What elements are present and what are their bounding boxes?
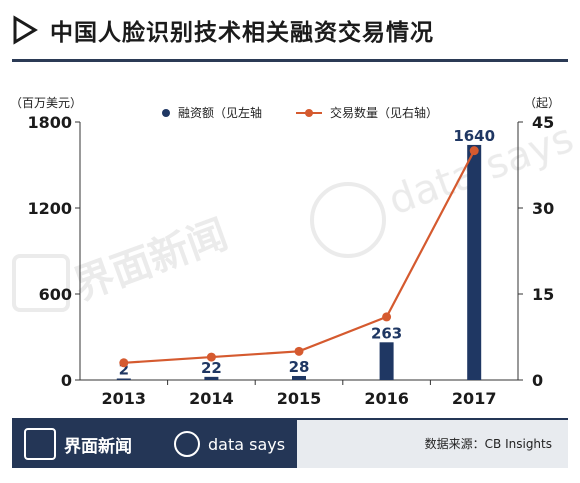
bar-value-label: 263 bbox=[371, 324, 402, 342]
watermark-text-1: 界面新闻 bbox=[68, 211, 234, 309]
x-tick-label: 2016 bbox=[364, 389, 409, 408]
legend-line-marker bbox=[296, 108, 322, 117]
bar-value-label: 28 bbox=[289, 358, 310, 376]
page-title: 中国人脸识别技术相关融资交易情况 bbox=[50, 20, 434, 46]
title-row: 中国人脸识别技术相关融资交易情况 bbox=[12, 12, 434, 48]
left-tick-label: 1200 bbox=[27, 199, 72, 218]
right-tick-label: 45 bbox=[532, 113, 554, 132]
line-point bbox=[119, 358, 129, 368]
bar bbox=[292, 375, 306, 380]
legend-bar-marker bbox=[162, 108, 170, 117]
bar bbox=[116, 378, 131, 380]
left-axis-unit: （百万美元） bbox=[10, 96, 83, 110]
left-tick-label: 0 bbox=[61, 371, 72, 390]
legend-bar: 融资额（见左轴 bbox=[162, 104, 262, 121]
bar-value-label: 22 bbox=[201, 359, 222, 377]
footer-brand: 界面新闻 bbox=[12, 420, 162, 468]
chart-axes: 0 600 1200 1800 0 15 30 45 2013 2014 2015 2016 2017 bbox=[27, 113, 554, 408]
right-tick-label: 15 bbox=[532, 285, 554, 304]
footer-bar: 界面新闻 data says 数据来源：CB Insights bbox=[12, 418, 568, 468]
right-tick-label: 30 bbox=[532, 199, 554, 218]
line-point bbox=[294, 346, 304, 356]
play-triangle-icon bbox=[13, 15, 38, 45]
watermark-logo-box bbox=[12, 254, 70, 312]
left-tick-label: 1800 bbox=[27, 113, 72, 132]
bar bbox=[379, 342, 394, 380]
footer-logo-icon bbox=[24, 428, 56, 460]
x-tick-label: 2014 bbox=[189, 389, 234, 408]
footer-tag: data says bbox=[208, 434, 286, 454]
chart-line bbox=[119, 146, 479, 368]
right-tick-label: 0 bbox=[532, 371, 543, 390]
data-source: 数据来源：CB Insights bbox=[424, 437, 552, 451]
legend-bar-label: 融资额（见左轴 bbox=[178, 106, 263, 120]
legend-line-label: 交易数量（见右轴） bbox=[330, 106, 439, 120]
left-tick-label: 600 bbox=[39, 285, 72, 304]
bar-value-label: 1640 bbox=[453, 127, 495, 145]
legend-line: 交易数量（见右轴） bbox=[296, 104, 438, 121]
x-tick-label: 2017 bbox=[452, 389, 497, 408]
line-point bbox=[469, 146, 479, 156]
x-tick-label: 2015 bbox=[277, 389, 322, 408]
title-divider bbox=[12, 59, 568, 62]
footer-brand-name: 界面新闻 bbox=[64, 436, 132, 457]
footer-datasays: data says bbox=[162, 420, 298, 468]
datasays-logo-icon bbox=[174, 431, 200, 457]
bar bbox=[204, 376, 219, 380]
right-axis-unit: （起） bbox=[523, 96, 560, 110]
line-point bbox=[382, 312, 392, 322]
bar bbox=[467, 144, 482, 380]
watermark-circle bbox=[310, 182, 386, 258]
x-tick-label: 2013 bbox=[102, 389, 147, 408]
line-point bbox=[206, 352, 216, 362]
